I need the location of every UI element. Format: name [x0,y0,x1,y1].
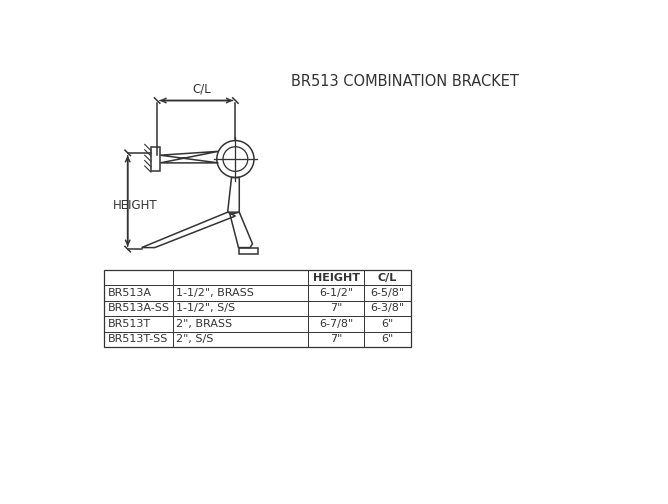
Text: 1-1/2", S/S: 1-1/2", S/S [176,303,236,313]
Text: 7": 7" [330,334,342,344]
Text: C/L: C/L [377,273,397,283]
Text: 6-3/8": 6-3/8" [370,303,404,313]
Bar [238,247,258,254]
Text: BR513A: BR513A [108,288,152,298]
Text: 2", S/S: 2", S/S [176,334,214,344]
Text: C/L: C/L [192,83,210,96]
Text: BR513A-SS: BR513A-SS [108,303,170,313]
Text: 7": 7" [330,303,342,313]
Bar [104,270,411,347]
Text: 6": 6" [381,319,393,329]
Text: 6-1/2": 6-1/2" [319,288,353,298]
Text: 2", BRASS: 2", BRASS [176,319,232,329]
Text: 6-5/8": 6-5/8" [370,288,404,298]
Text: BR513T: BR513T [108,319,152,329]
Text: HEIGHT: HEIGHT [313,273,359,283]
Text: 1-1/2", BRASS: 1-1/2", BRASS [176,288,255,298]
Text: HEIGHT: HEIGHT [113,199,158,212]
Text: 6": 6" [381,334,393,344]
Text: BR513T-SS: BR513T-SS [108,334,169,344]
Text: 6-7/8": 6-7/8" [319,319,353,329]
Text: BR513 COMBINATION BRACKET: BR513 COMBINATION BRACKET [291,75,519,89]
Bar [151,148,160,170]
